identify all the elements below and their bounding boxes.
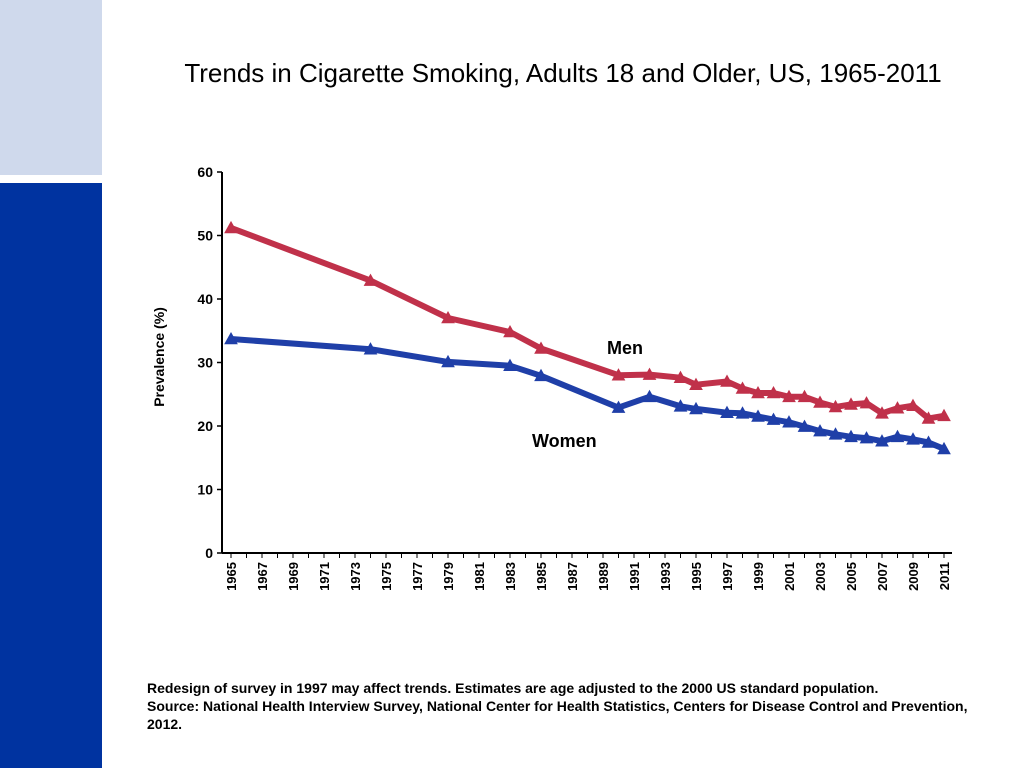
data-point-women — [642, 389, 657, 403]
data-point-women — [720, 405, 734, 418]
data-point-women — [782, 415, 796, 428]
data-point-women — [890, 429, 905, 443]
data-point-men — [844, 397, 858, 410]
data-point-women — [906, 432, 920, 445]
data-point-women — [735, 406, 750, 419]
data-point-women — [797, 419, 812, 432]
data-point-men — [642, 367, 657, 380]
data-point-men — [906, 398, 920, 411]
data-point-men — [611, 368, 626, 381]
data-point-men — [689, 377, 703, 390]
data-point-men — [751, 385, 765, 399]
x-tick-label: 1993 — [658, 562, 673, 591]
sidebar-accent-light — [0, 0, 102, 175]
x-tick-label: 1989 — [596, 562, 611, 591]
footnote: Redesign of survey in 1997 may affect tr… — [147, 679, 987, 733]
data-point-women — [689, 401, 703, 415]
data-point-women — [875, 434, 889, 447]
x-tick-label: 2005 — [844, 562, 859, 591]
x-tick-label: 1981 — [472, 562, 487, 591]
data-point-men — [673, 370, 688, 383]
data-point-men — [503, 324, 517, 338]
x-tick-label: 1985 — [534, 562, 549, 591]
data-point-men — [224, 220, 238, 234]
data-point-women — [611, 400, 626, 413]
x-tick-label: 1971 — [317, 562, 332, 591]
y-tick-label: 30 — [197, 355, 213, 371]
x-tick-label: 1975 — [379, 562, 394, 591]
data-point-women — [441, 354, 455, 368]
x-tick-label: 1973 — [348, 562, 363, 591]
series-line-men — [228, 224, 947, 422]
x-tick-label: 1995 — [689, 562, 704, 591]
data-point-men — [828, 399, 843, 413]
data-point-men — [735, 381, 750, 394]
data-point-women — [503, 358, 517, 371]
x-tick-label: 2001 — [782, 562, 797, 591]
data-point-women — [844, 429, 858, 443]
sidebar-accent-dark — [0, 183, 102, 768]
footnote-source: Source: National Health Interview Survey… — [147, 698, 968, 732]
footnote-note: Redesign of survey in 1997 may affect tr… — [147, 680, 879, 696]
y-tick-label: 50 — [197, 228, 213, 244]
data-point-women — [937, 441, 951, 455]
data-point-women — [534, 368, 548, 382]
data-point-women — [766, 412, 781, 425]
x-tick-label: 1997 — [720, 562, 735, 591]
y-tick-label: 60 — [197, 164, 213, 180]
x-tick-label: 1969 — [286, 562, 301, 591]
data-point-women — [751, 409, 765, 422]
data-point-women — [673, 399, 688, 412]
data-point-women — [828, 427, 843, 440]
y-axis: 0 10 20 30 40 50 60 — [197, 164, 223, 561]
data-point-men — [363, 273, 378, 286]
data-point-men — [859, 396, 874, 409]
y-tick-label: 10 — [197, 482, 213, 498]
data-point-women — [363, 342, 378, 355]
series-label-men: Men — [607, 338, 643, 358]
y-axis-label: Prevalence (%) — [151, 307, 167, 407]
x-tick-label: 1977 — [410, 562, 425, 591]
series-layer — [224, 220, 951, 455]
x-tick-label: 1979 — [441, 562, 456, 591]
data-point-men — [921, 411, 936, 424]
data-point-men — [782, 389, 796, 403]
data-point-men — [813, 395, 827, 408]
x-axis: 1965 1967 1969 1971 1973 1975 1977 1979 1981 1983… — [222, 552, 952, 591]
x-tick-label: 2009 — [906, 562, 921, 591]
data-point-women — [813, 424, 827, 437]
x-tick-label: 2007 — [875, 562, 890, 591]
data-point-men — [875, 406, 889, 419]
y-tick-label: 40 — [197, 291, 213, 307]
y-tick-label: 20 — [197, 418, 213, 434]
x-tick-label: 1991 — [627, 562, 642, 591]
slide-title: Trends in Cigarette Smoking, Adults 18 a… — [184, 58, 942, 88]
x-tick-label: 1987 — [565, 562, 580, 591]
data-point-men — [534, 341, 548, 354]
data-point-men — [797, 389, 812, 403]
x-tick-label: 2003 — [813, 562, 828, 591]
data-point-men — [890, 401, 905, 414]
series-label-women: Women — [532, 431, 597, 451]
y-tick-label: 0 — [205, 545, 213, 561]
data-point-men — [441, 310, 455, 324]
x-tick-label: 2011 — [937, 562, 952, 590]
data-point-women — [224, 331, 238, 345]
data-point-men — [720, 374, 734, 387]
data-point-women — [921, 435, 936, 448]
x-tick-label: 1983 — [503, 562, 518, 591]
x-tick-label: 1967 — [255, 562, 270, 591]
data-point-men — [766, 385, 781, 399]
data-point-women — [859, 431, 874, 444]
x-tick-label: 1999 — [751, 562, 766, 591]
data-point-men — [937, 408, 951, 422]
x-tick-label: 1965 — [224, 562, 239, 591]
